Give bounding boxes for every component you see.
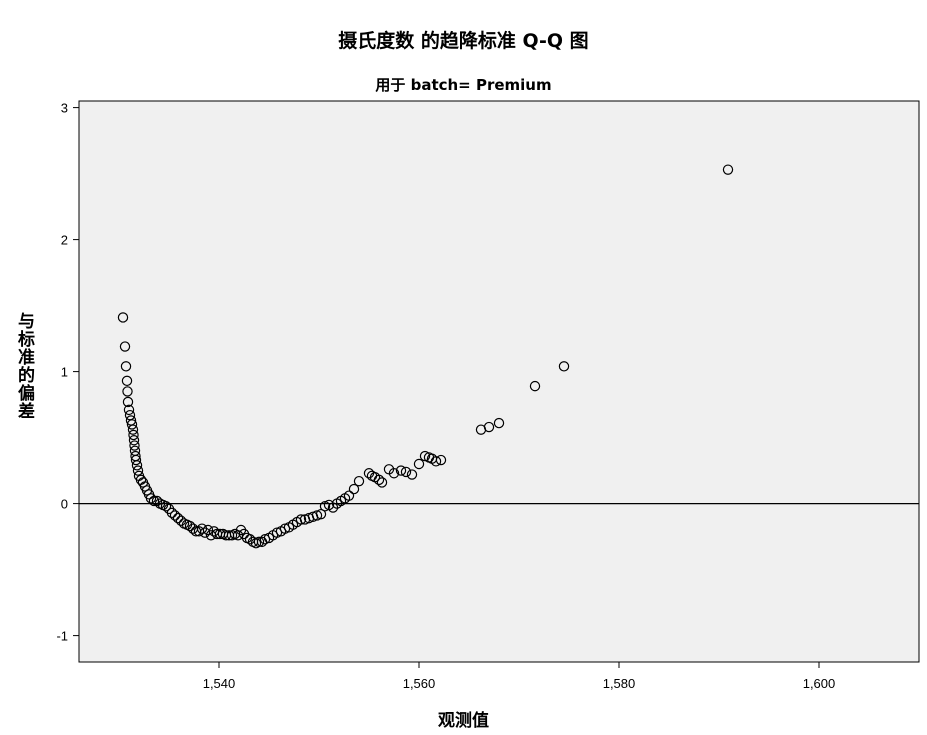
data-point — [483, 421, 495, 433]
plot-area — [78, 100, 920, 663]
data-point — [117, 312, 129, 323]
data-point — [400, 466, 412, 478]
data-point — [126, 419, 138, 430]
y-tick-label: 0 — [61, 497, 68, 512]
x-axis-label: 观测值 — [438, 711, 489, 731]
data-point — [120, 361, 132, 372]
data-point — [376, 477, 388, 488]
data-point — [160, 501, 172, 512]
data-point — [406, 469, 418, 480]
data-point — [388, 468, 400, 479]
data-point — [493, 417, 505, 429]
data-point — [435, 454, 447, 466]
data-point — [169, 510, 181, 521]
data-point — [122, 386, 133, 397]
data-point — [127, 424, 139, 435]
data-point — [558, 361, 570, 372]
data-point — [130, 454, 142, 466]
data-point — [348, 483, 360, 495]
data-point — [172, 512, 184, 524]
data-point — [148, 495, 160, 507]
data-point — [413, 458, 425, 470]
data-point — [132, 465, 144, 476]
data-point — [128, 429, 139, 441]
chart-subtitle: 用于 batch= Premium — [375, 76, 552, 94]
data-point — [722, 164, 734, 175]
data-point — [253, 536, 265, 548]
data-point — [119, 341, 131, 352]
data-point — [122, 396, 134, 408]
data-point — [353, 475, 365, 487]
y-tick-label: 3 — [61, 101, 68, 116]
data-point — [128, 435, 140, 446]
x-tick-label: 1,600 — [803, 676, 836, 691]
data-point — [202, 524, 214, 536]
data-point — [373, 474, 385, 486]
data-point — [123, 404, 135, 416]
data-point — [184, 520, 196, 532]
data-point — [129, 440, 140, 451]
x-tick-label: 1,580 — [603, 676, 636, 691]
data-point — [145, 493, 157, 504]
data-point — [121, 375, 133, 387]
y-tick-label: 2 — [61, 233, 68, 248]
y-tick-label: -1 — [56, 629, 68, 644]
data-point — [295, 514, 307, 525]
y-axis-label: 与标准的偏差 — [14, 312, 34, 420]
data-point — [430, 456, 442, 467]
data-point — [131, 460, 143, 471]
y-tick-label: 1 — [61, 365, 68, 380]
data-point — [395, 465, 407, 476]
x-tick-label: 1,560 — [403, 676, 436, 691]
data-point — [343, 490, 355, 501]
x-tick-label: 1,540 — [203, 676, 236, 691]
data-point — [529, 380, 541, 392]
data-point — [166, 507, 178, 519]
chart-title: 摄氏度数 的趋降标准 Q-Q 图 — [338, 30, 589, 52]
